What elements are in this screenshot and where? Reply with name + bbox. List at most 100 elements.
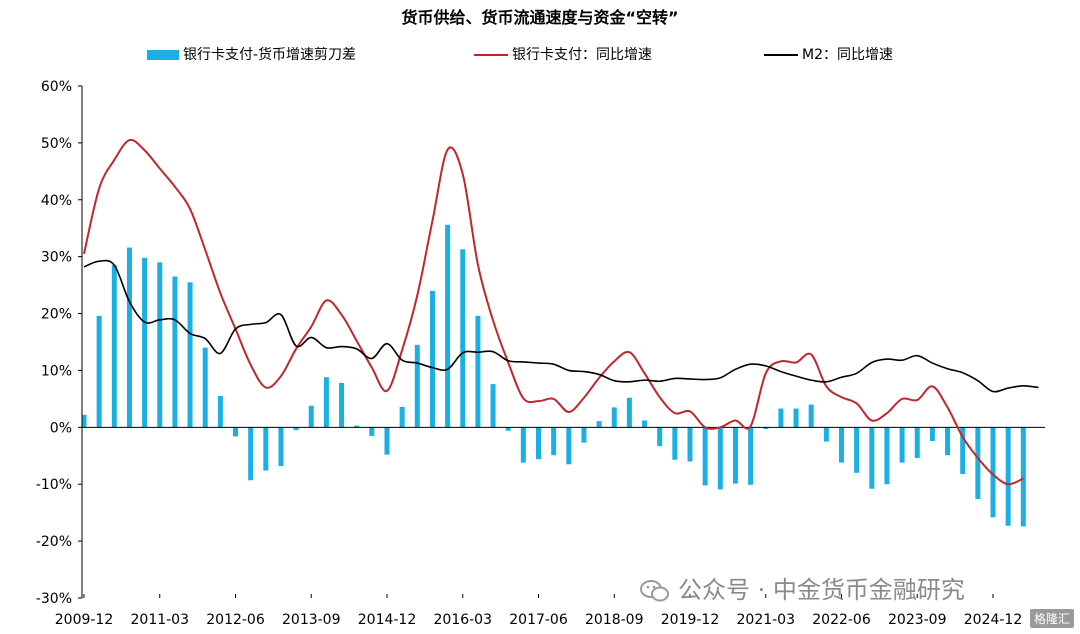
y-tick-label: 10%	[41, 363, 72, 379]
bar-scissors	[748, 427, 754, 485]
bar-scissors	[202, 347, 208, 428]
bar-scissors	[687, 427, 693, 462]
bar-scissors	[520, 427, 526, 463]
bar-scissors	[914, 427, 920, 459]
legend-label-card-payment: 银行卡支付：同比增速	[512, 47, 652, 63]
bar-scissors	[339, 382, 345, 428]
bar-scissors	[581, 427, 587, 443]
line-m2	[83, 259, 1039, 393]
bar-scissors	[1020, 427, 1026, 527]
x-tick-label: 2018-09	[585, 612, 644, 628]
bar-scissors	[1005, 427, 1011, 526]
watermark-brand: 格隆汇	[1029, 609, 1074, 628]
y-tick-label: -30%	[36, 591, 72, 607]
bar-scissors	[323, 377, 329, 428]
bar-scissors	[157, 262, 163, 428]
bar-scissors	[96, 315, 102, 428]
watermark: 公众号 · 中金货币金融研究	[640, 570, 965, 605]
y-tick-label: 30%	[41, 250, 72, 266]
x-tick-label: 2012-06	[206, 612, 265, 628]
bar-scissors	[354, 425, 360, 428]
bar-scissors	[111, 265, 117, 428]
legend-swatch-black-line	[764, 54, 798, 56]
y-tick-label: -10%	[36, 477, 72, 493]
legend-label-m2: M2：同比增速	[802, 47, 893, 63]
y-tick-label: 20%	[41, 307, 72, 323]
bar-scissors	[611, 407, 617, 428]
bar-scissors	[278, 427, 284, 467]
bar-scissors	[293, 427, 299, 431]
bar-scissors	[505, 427, 511, 431]
bar-scissors	[823, 427, 829, 442]
bar-scissors	[566, 427, 572, 465]
y-tick-label: 40%	[41, 193, 72, 209]
bar-scissors	[475, 315, 481, 428]
bar-scissors	[217, 396, 223, 428]
bar-scissors	[414, 344, 420, 428]
x-tick-label: 2023-09	[888, 612, 947, 628]
x-tick-label: 2014-12	[358, 612, 417, 628]
bar-scissors	[551, 427, 557, 456]
bar-scissors	[308, 405, 314, 428]
bar-scissors	[808, 404, 814, 428]
bar-scissors	[929, 427, 935, 441]
x-tick-label: 2009-12	[55, 612, 114, 628]
legend-label-scissors: 银行卡支付-货币增速剪刀差	[183, 47, 357, 63]
bar-scissors	[187, 282, 193, 428]
bar-scissors	[626, 397, 632, 428]
bar-scissors	[445, 224, 451, 428]
bar-scissors	[126, 247, 132, 428]
legend-item-m2: M2：同比增速	[764, 44, 893, 64]
x-tick-label: 2024-12	[964, 612, 1023, 628]
bar-scissors	[702, 427, 708, 486]
legend-item-card-payment: 银行卡支付：同比增速	[474, 44, 652, 64]
y-tick-label: -20%	[36, 534, 72, 550]
y-tick-label: 60%	[41, 79, 72, 95]
bar-scissors	[854, 427, 860, 473]
bar-scissors	[945, 427, 951, 456]
legend-item-scissors: 银行卡支付-货币增速剪刀差	[147, 44, 356, 64]
bar-scissors	[429, 290, 435, 428]
bar-scissors	[460, 249, 466, 428]
bar-scissors	[657, 427, 663, 447]
legend-swatch-red-line	[474, 54, 508, 56]
bar-scissors	[793, 408, 799, 428]
legend-swatch-bar	[147, 50, 179, 60]
line-card-payment	[83, 138, 1024, 486]
x-tick-label: 2013-09	[282, 612, 341, 628]
bar-scissors	[248, 427, 254, 481]
bar-scissors	[732, 427, 738, 484]
bar-scissors	[778, 408, 784, 428]
bar-scissors	[960, 427, 966, 474]
x-tick-label: 2017-06	[509, 612, 568, 628]
bar-scissors	[536, 427, 541, 460]
bar-scissors	[763, 427, 769, 430]
bar-scissors	[399, 406, 405, 428]
bar-scissors	[142, 257, 148, 428]
bar-scissors	[990, 427, 996, 518]
watermark-text: 公众号 · 中金货币金融研究	[678, 576, 965, 604]
chart-title: 货币供给、货币流通速度与资金“空转”	[401, 8, 679, 27]
bar-scissors	[233, 427, 238, 437]
bar-scissors	[884, 427, 890, 485]
bar-scissors	[263, 427, 269, 471]
bar-scissors	[384, 427, 390, 455]
bar-scissors	[899, 427, 905, 463]
x-tick-label: 2016-03	[434, 612, 493, 628]
y-tick-label: 0%	[50, 420, 72, 436]
x-tick-label: 2021-03	[737, 612, 796, 628]
y-tick-label: 50%	[41, 136, 72, 152]
bar-scissors	[490, 384, 496, 428]
wechat-icon	[640, 580, 669, 602]
x-tick-label: 2022-06	[812, 612, 871, 628]
bar-scissors	[81, 414, 87, 428]
x-tick-label: 2011-03	[131, 612, 190, 628]
bar-scissors	[596, 421, 602, 428]
x-tick-label: 2019-12	[661, 612, 720, 628]
bar-scissors	[642, 420, 648, 428]
bar-scissors	[869, 427, 875, 489]
bar-scissors	[369, 427, 375, 436]
bar-scissors	[672, 427, 678, 460]
bar-scissors	[975, 427, 981, 500]
